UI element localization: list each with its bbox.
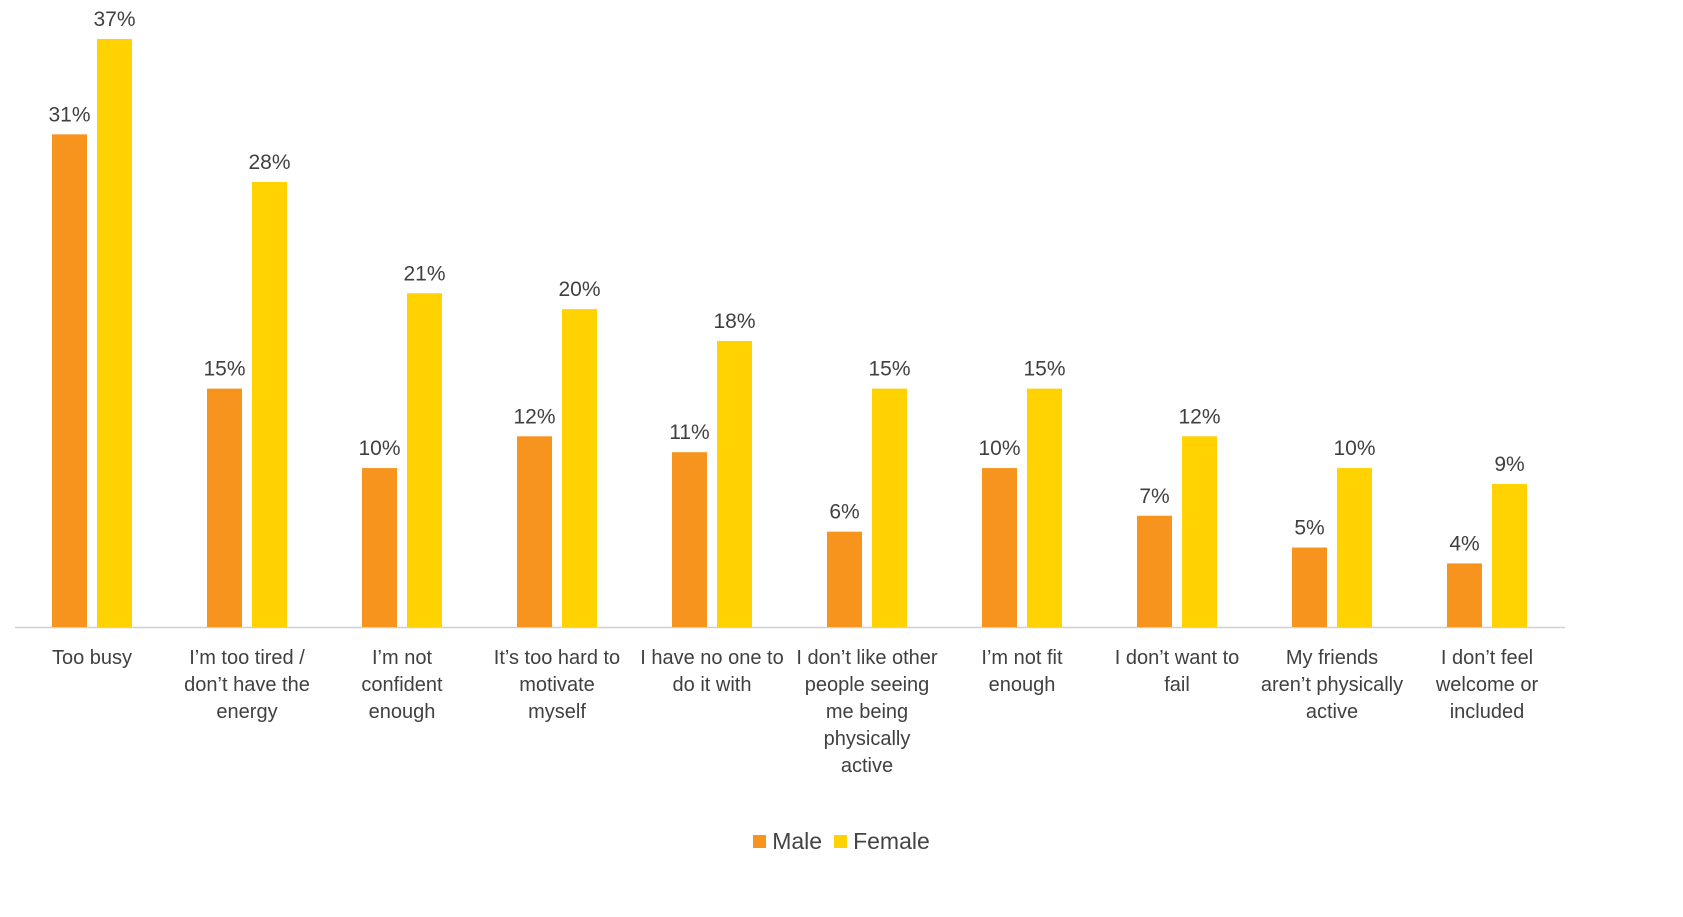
bar-male bbox=[672, 452, 707, 627]
bar-male bbox=[982, 468, 1017, 627]
data-label-female: 20% bbox=[558, 278, 600, 301]
bar-male bbox=[1447, 563, 1482, 627]
data-label-female: 9% bbox=[1494, 453, 1524, 476]
data-label-male: 4% bbox=[1449, 532, 1479, 555]
bar-female bbox=[872, 388, 907, 627]
category-label: My friends aren’t physically active bbox=[1261, 647, 1403, 723]
bar-female bbox=[1182, 436, 1217, 627]
legend-swatch-female bbox=[834, 835, 848, 848]
bar-male bbox=[1292, 547, 1327, 627]
data-label-male: 5% bbox=[1294, 517, 1324, 540]
bar-female bbox=[252, 182, 287, 627]
category-label: I have no one to do it with bbox=[640, 647, 783, 696]
data-label-male: 31% bbox=[48, 103, 90, 126]
data-label-male: 6% bbox=[829, 501, 859, 524]
data-label-female: 21% bbox=[403, 262, 445, 285]
legend-item-male: Male bbox=[753, 828, 822, 855]
category-label: Too busy bbox=[52, 647, 132, 669]
data-label-male: 15% bbox=[203, 358, 245, 381]
category-label: I’m not confident enough bbox=[361, 647, 443, 723]
bar-male bbox=[362, 468, 397, 627]
bar-male bbox=[52, 134, 87, 627]
category-label: It’s too hard to motivate myself bbox=[494, 647, 620, 723]
bar-male bbox=[1137, 515, 1172, 627]
legend: Male Female bbox=[0, 828, 1683, 855]
category-label: I’m too tired / don’t have the energy bbox=[184, 647, 310, 723]
bar-female bbox=[1337, 468, 1372, 627]
data-label-female: 28% bbox=[248, 151, 290, 174]
bar-male bbox=[517, 436, 552, 627]
data-label-female: 18% bbox=[713, 310, 755, 333]
bar-female bbox=[717, 340, 752, 627]
data-label-male: 12% bbox=[513, 405, 555, 428]
bar-female bbox=[1492, 483, 1527, 627]
legend-label-female: Female bbox=[853, 828, 930, 854]
category-label: I don’t feel welcome or included bbox=[1435, 647, 1539, 723]
category-label: I don’t like other people seeing me being p… bbox=[796, 647, 938, 777]
data-label-female: 12% bbox=[1178, 405, 1220, 428]
data-label-male: 7% bbox=[1139, 485, 1169, 508]
legend-swatch-male bbox=[753, 835, 767, 848]
bar-female bbox=[97, 39, 132, 627]
legend-label-male: Male bbox=[772, 828, 823, 854]
data-label-male: 10% bbox=[358, 437, 400, 460]
data-label-female: 15% bbox=[1023, 358, 1065, 381]
bar-male bbox=[207, 388, 242, 627]
bar-female bbox=[407, 293, 442, 627]
bar-female bbox=[562, 309, 597, 627]
bar-male bbox=[827, 531, 862, 627]
data-label-female: 10% bbox=[1333, 437, 1375, 460]
data-label-male: 11% bbox=[669, 421, 709, 444]
category-label: I’m not fit enough bbox=[981, 647, 1063, 696]
category-label: I don’t want to fail bbox=[1115, 647, 1240, 696]
data-label-female: 37% bbox=[93, 8, 135, 31]
data-label-male: 10% bbox=[978, 437, 1020, 460]
legend-item-female: Female bbox=[834, 828, 930, 855]
bar-female bbox=[1027, 388, 1062, 627]
data-label-female: 15% bbox=[868, 358, 910, 381]
